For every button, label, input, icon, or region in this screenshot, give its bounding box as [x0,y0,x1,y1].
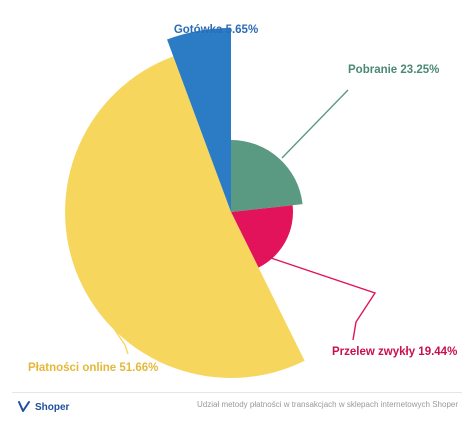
shoper-logo-icon [18,401,30,412]
leader-line-4 [205,35,229,45]
pie-slice-1 [231,140,303,212]
footer-divider [12,392,462,393]
slice-label-3: Płatności online 51.66% [28,362,158,374]
slice-label-4: Gotówka 5.65% [174,24,258,36]
shoper-logo-text: Shoper [35,401,70,413]
chart-caption: Udział metody płatności w transakcjach w… [196,400,458,409]
pie-slice-3 [65,56,305,378]
pie-slice-4 [167,27,231,212]
leader-line-1 [281,89,349,159]
shoper-logo: Shoper [16,397,69,417]
pie-chart: Pobranie 23.25% Przelew zwykły 19.44% Płat… [28,24,457,378]
leader-line-2 [261,254,377,341]
slice-label-2: Przelew zwykły 19.44% [332,346,457,358]
pie-slice-2 [231,205,294,268]
slice-label-1: Pobranie 23.25% [348,64,439,76]
leader-line-3 [79,277,129,355]
